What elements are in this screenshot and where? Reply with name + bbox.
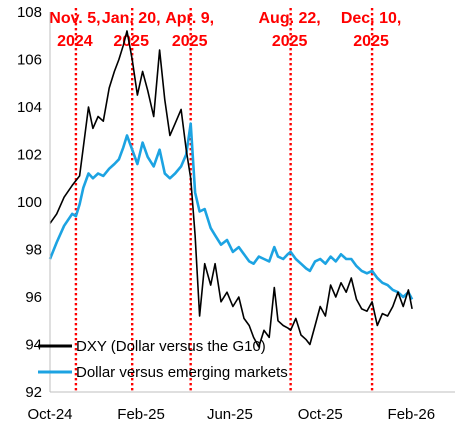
event-label-date: Aug. 22, — [259, 10, 321, 27]
event-label-year: 2024 — [57, 33, 93, 50]
y-tick-label: 98 — [25, 242, 42, 259]
event-label-year: 2025 — [353, 33, 389, 50]
x-tick-label: Feb-26 — [388, 406, 436, 423]
x-tick-label: Jun-25 — [207, 406, 253, 423]
x-tick-label: Feb-25 — [117, 406, 165, 423]
event-markers: Nov. 5, 2024 Jan. 20, 2025 Apr. 9, 2025 Aug. 2… — [49, 8, 401, 392]
event-label-date: Apr. 9, — [165, 10, 214, 27]
y-tick-label: 94 — [25, 337, 42, 354]
y-tick-label: 104 — [17, 99, 42, 116]
y-tick-label: 100 — [17, 194, 42, 211]
axes: 92 94 96 98 100 102 104 106 108 Oct-24 Feb-25 Jun-2… — [17, 4, 455, 423]
event-label-year: 2025 — [113, 33, 149, 50]
legend-label-dxy: DXY (Dollar versus the G10) — [76, 338, 266, 355]
series-line-dxy — [49, 30, 413, 348]
event-label-date: Nov. 5, — [49, 10, 100, 27]
series-lines — [48, 30, 414, 348]
legend: DXY (Dollar versus the G10) Dollar versus… — [38, 338, 288, 381]
y-tick-label: 92 — [25, 384, 42, 401]
y-tick-label: 108 — [17, 4, 42, 21]
x-tick-label: Oct-24 — [27, 406, 72, 423]
y-tick-label: 106 — [17, 52, 42, 69]
x-tick-label: Oct-25 — [298, 406, 343, 423]
event-label-year: 2025 — [272, 33, 308, 50]
event-label-date: Jan. 20, — [102, 10, 161, 27]
event-label-year: 2025 — [172, 33, 208, 50]
event-label-date: Dec. 10, — [341, 10, 401, 27]
series-line-em — [48, 122, 414, 300]
y-tick-label: 96 — [25, 289, 42, 306]
y-tick-label: 102 — [17, 147, 42, 164]
legend-label-em: Dollar versus emerging markets — [76, 364, 288, 381]
